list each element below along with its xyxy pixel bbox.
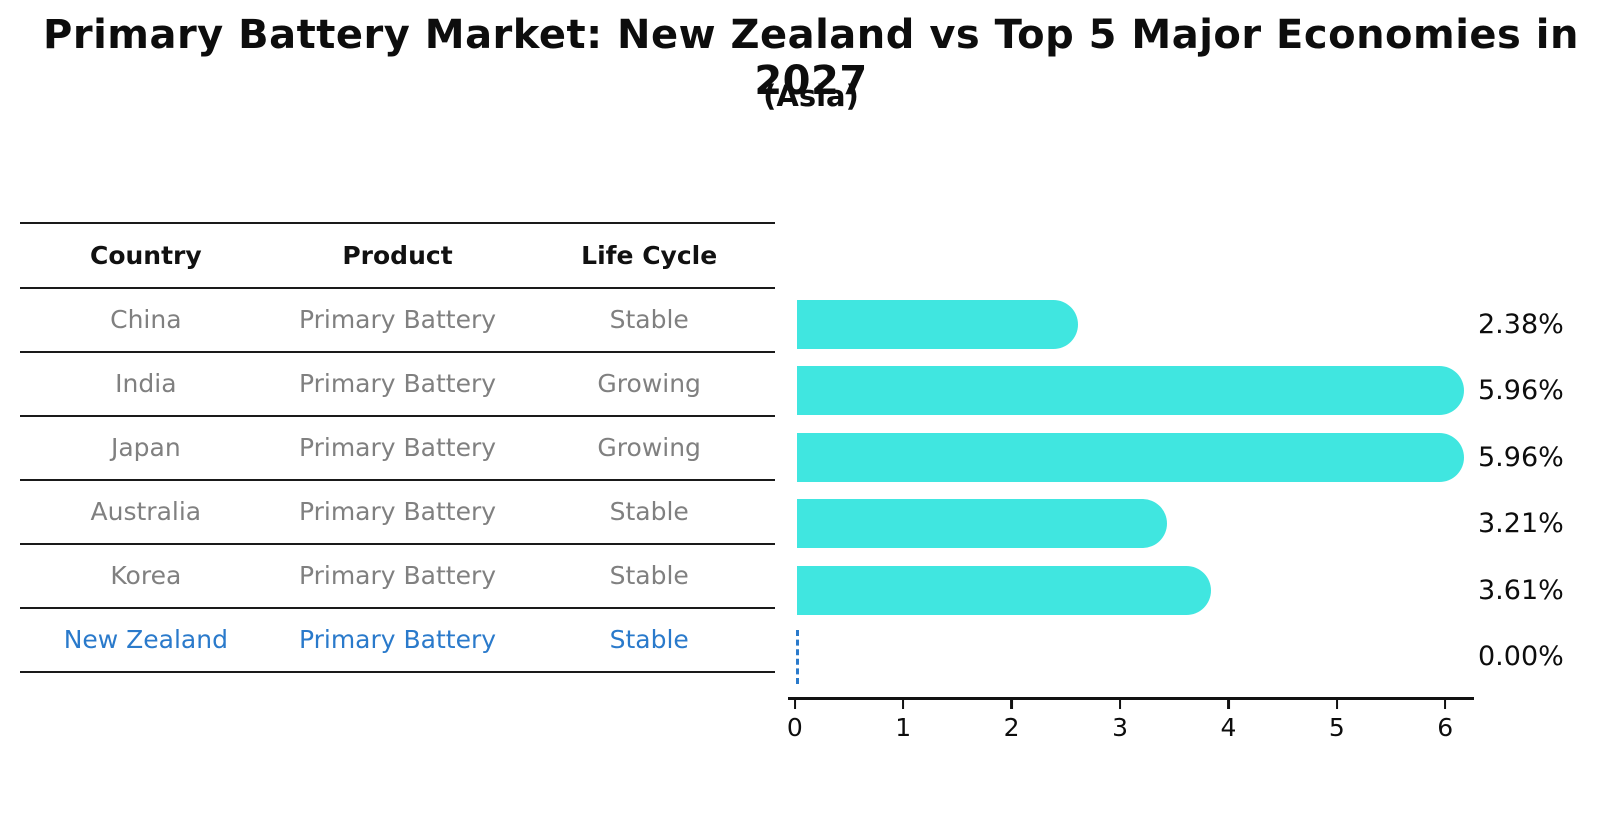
header-country: Country bbox=[89, 240, 202, 270]
value-label-india: 5.96% bbox=[1478, 375, 1564, 407]
table-row-china: China Primary Battery Stable bbox=[20, 289, 775, 353]
value-row: 3.21% bbox=[1478, 491, 1618, 558]
tick-label: 1 bbox=[895, 713, 912, 742]
table-row-new-zealand: New Zealand Primary Battery Stable bbox=[20, 609, 775, 673]
product-cell: Primary Battery bbox=[298, 433, 497, 462]
tick-label: 0 bbox=[786, 713, 803, 742]
bar-korea bbox=[797, 565, 1211, 615]
x-tick-4: 4 bbox=[1220, 700, 1236, 742]
bar-row bbox=[797, 424, 1472, 491]
bar-row bbox=[796, 624, 1472, 691]
chart-title: Primary Battery Market: New Zealand vs T… bbox=[43, 12, 1579, 104]
lifecycle-cell: Stable bbox=[609, 625, 689, 654]
bar-china bbox=[797, 299, 1078, 349]
bar-japan bbox=[797, 432, 1465, 482]
tick-label: 6 bbox=[1437, 713, 1454, 742]
tick-mark bbox=[1010, 700, 1013, 709]
table-header-row: Country Product Life Cycle bbox=[20, 224, 775, 289]
product-cell: Primary Battery bbox=[298, 369, 497, 398]
table-row-japan: Japan Primary Battery Growing bbox=[20, 417, 775, 481]
bar-australia bbox=[797, 499, 1168, 549]
tick-label: 3 bbox=[1112, 713, 1128, 742]
tick-label: 5 bbox=[1328, 713, 1345, 742]
x-tick-5: 5 bbox=[1329, 700, 1345, 742]
value-row: 5.96% bbox=[1478, 358, 1618, 425]
tick-mark bbox=[1118, 700, 1122, 709]
zero-value-marker-new-zealand bbox=[796, 629, 799, 684]
tick-label: 2 bbox=[1003, 713, 1020, 742]
tick-mark bbox=[901, 700, 905, 709]
value-row: 3.61% bbox=[1478, 557, 1618, 624]
bar-row bbox=[797, 291, 1472, 358]
value-row: 0.00% bbox=[1478, 624, 1618, 691]
x-tick-1: 1 bbox=[895, 700, 911, 742]
product-cell: Primary Battery bbox=[298, 625, 497, 654]
country-cell: China bbox=[110, 305, 182, 334]
product-cell: Primary Battery bbox=[298, 305, 497, 334]
x-tick-2: 2 bbox=[1004, 700, 1020, 742]
bar-row bbox=[797, 557, 1472, 624]
lifecycle-cell: Stable bbox=[609, 497, 689, 526]
bar-row bbox=[797, 491, 1472, 558]
tick-mark bbox=[1227, 700, 1230, 709]
lifecycle-cell: Growing bbox=[597, 369, 701, 398]
bar-row bbox=[797, 358, 1472, 425]
value-label-column: 2.38% 5.96% 5.96% 3.21% 3.61% 0.00% bbox=[1478, 291, 1618, 690]
header-product: Product bbox=[342, 240, 453, 270]
x-tick-0: 0 bbox=[787, 700, 803, 742]
value-label-new-zealand: 0.00% bbox=[1478, 641, 1564, 673]
tick-mark bbox=[1443, 700, 1447, 709]
tick-label: 4 bbox=[1220, 713, 1237, 742]
chart-subtitle: (Asia) bbox=[763, 79, 859, 113]
country-cell: India bbox=[115, 369, 177, 398]
table-row-australia: Australia Primary Battery Stable bbox=[20, 481, 775, 545]
table-row-india: India Primary Battery Growing bbox=[20, 353, 775, 417]
value-row: 5.96% bbox=[1478, 424, 1618, 491]
value-label-korea: 3.61% bbox=[1478, 574, 1564, 606]
x-tick-6: 6 bbox=[1437, 700, 1453, 742]
bar-india bbox=[797, 366, 1465, 416]
country-cell: Korea bbox=[110, 561, 182, 590]
bar-plot-area bbox=[796, 291, 1472, 691]
product-cell: Primary Battery bbox=[298, 497, 497, 526]
lifecycle-cell: Stable bbox=[609, 305, 689, 334]
value-label-australia: 3.21% bbox=[1478, 508, 1564, 540]
country-cell: New Zealand bbox=[63, 625, 228, 654]
tick-mark bbox=[1335, 700, 1339, 709]
country-cell: Australia bbox=[90, 497, 202, 526]
x-axis: 0 1 2 3 4 5 6 bbox=[787, 697, 1474, 747]
table-row-korea: Korea Primary Battery Stable bbox=[20, 545, 775, 609]
country-cell: Japan bbox=[110, 433, 181, 462]
value-label-japan: 5.96% bbox=[1478, 441, 1564, 473]
x-tick-3: 3 bbox=[1112, 700, 1128, 742]
country-table: Country Product Life Cycle China Primary… bbox=[20, 222, 775, 673]
value-label-china: 2.38% bbox=[1478, 308, 1564, 340]
product-cell: Primary Battery bbox=[298, 561, 497, 590]
lifecycle-cell: Stable bbox=[609, 561, 689, 590]
value-row: 2.38% bbox=[1478, 291, 1618, 358]
tick-mark bbox=[793, 700, 797, 709]
header-life-cycle: Life Cycle bbox=[581, 240, 718, 270]
lifecycle-cell: Growing bbox=[597, 433, 701, 462]
